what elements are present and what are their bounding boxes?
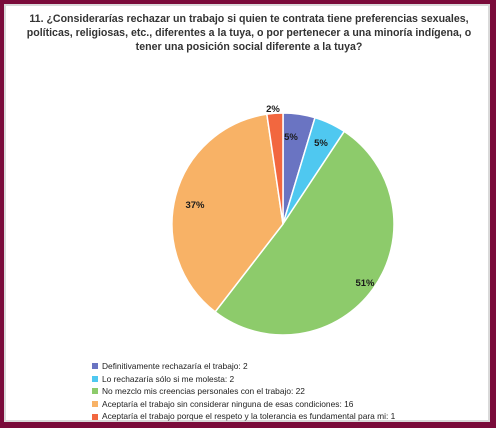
legend-swatch-1 [92,375,98,382]
slice-label-1: 5% [314,138,328,149]
legend-item-1: Lo rechazaría sólo si me molesta: 2 [92,373,482,386]
slice-label-3: 37% [185,200,205,211]
chart-frame: 11. ¿Considerarías rechazar un trabajo s… [4,4,490,422]
legend-swatch-0 [92,363,98,370]
slice-label-4: 2% [266,104,280,115]
pie-slice-3 [171,113,284,313]
legend-swatch-2 [92,388,98,395]
legend-item-0: Definitivamente rechazaría el trabajo: 2 [92,360,482,373]
legend-label-3: Aceptaría el trabajo sin considerar ning… [102,398,354,409]
legend-swatch-4 [92,413,98,420]
slice-label-0: 5% [284,132,298,143]
chart-title: 11. ¿Considerarías rechazar un trabajo s… [26,13,472,53]
pie-chart: 5% 5% 51% 37% 2% [171,104,395,336]
legend-label-2: No mezclo mis creencias personales con e… [102,386,305,397]
legend-item-4: Aceptaría el trabajo porque el respeto y… [92,410,482,423]
legend-label-0: Definitivamente rechazaría el trabajo: 2 [102,361,248,371]
legend-swatch-3 [92,401,98,408]
slice-label-2: 51% [355,278,375,289]
chart-legend: Definitivamente rechazaría el trabajo: 2… [92,360,482,423]
legend-item-2: No mezclo mis creencias personales con e… [92,385,482,398]
pie-slice-4 [265,112,284,225]
legend-item-3: Aceptaría el trabajo sin considerar ning… [92,398,482,411]
pie-slice-2 [214,130,395,336]
legend-label-4: Aceptaría el trabajo porque el respeto y… [102,411,396,422]
legend-label-1: Lo rechazaría sólo si me molesta: 2 [102,373,235,384]
